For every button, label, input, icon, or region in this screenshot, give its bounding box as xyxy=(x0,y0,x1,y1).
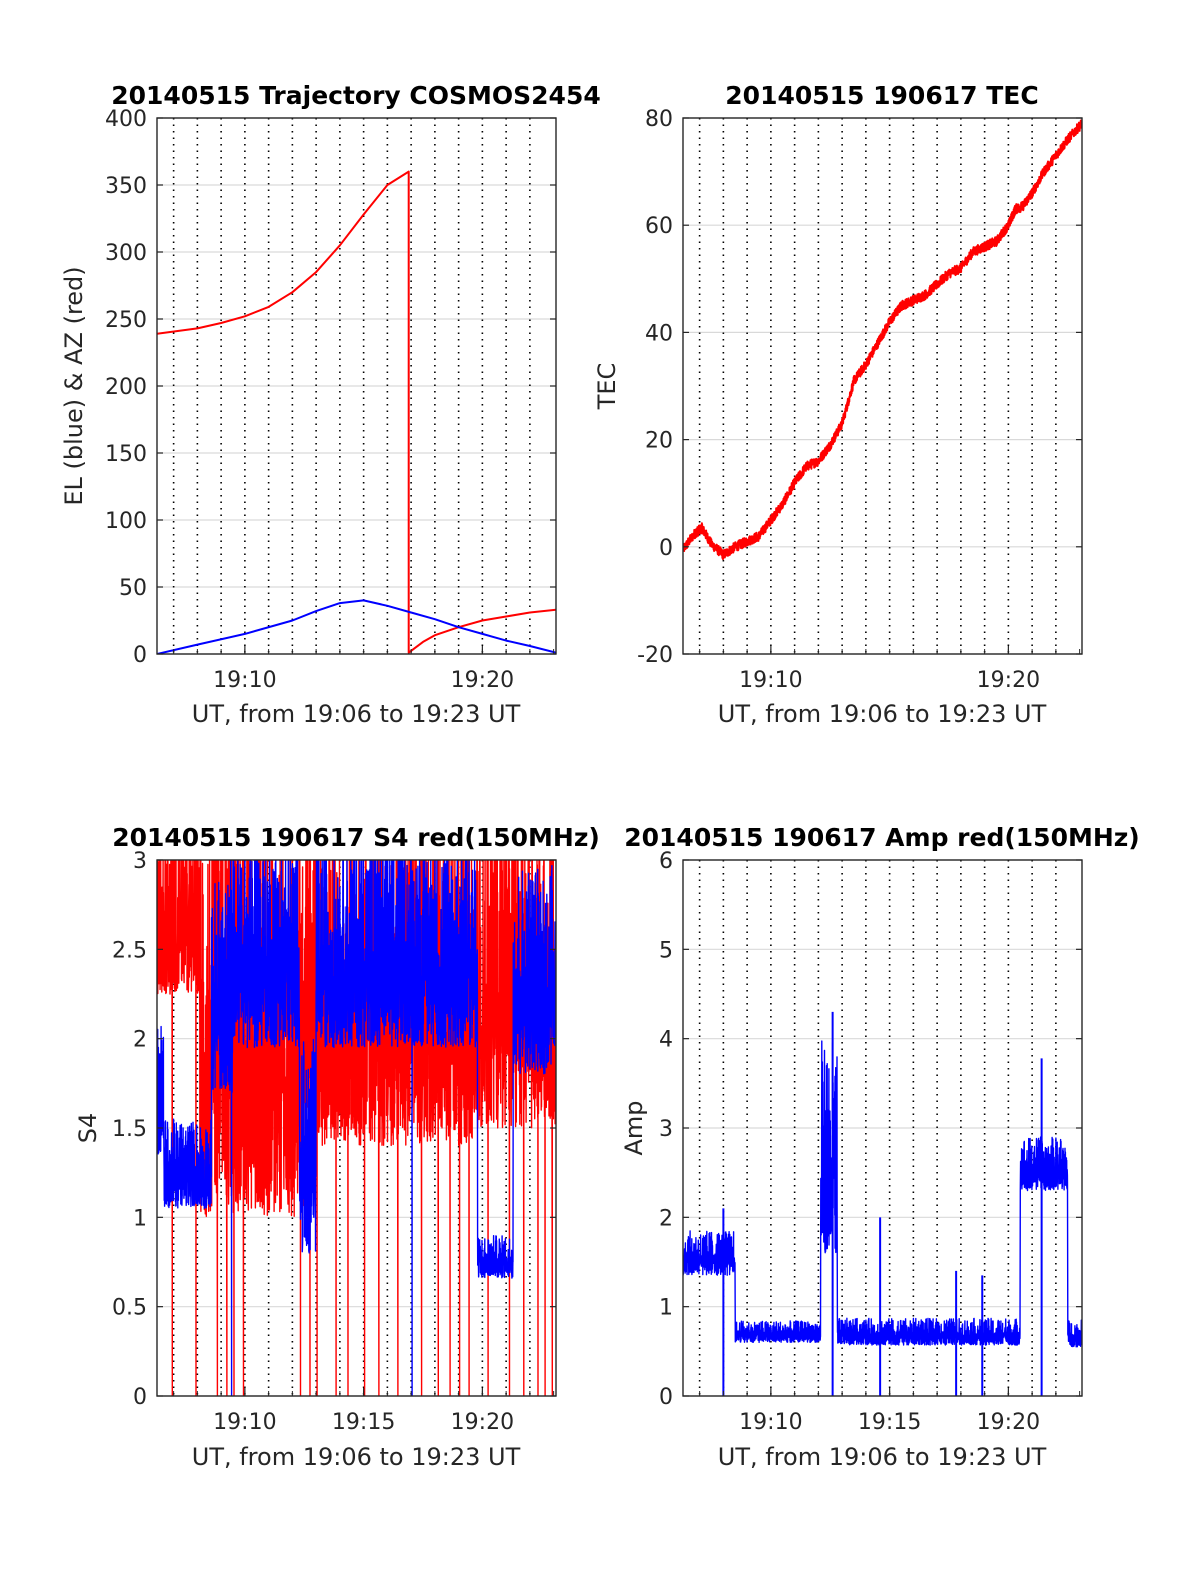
y-tick-label: -20 xyxy=(637,643,673,668)
y-tick-label: 50 xyxy=(119,576,147,601)
y-axis-label: EL (blue) & AZ (red) xyxy=(60,266,88,505)
y-tick-label: 2 xyxy=(133,1028,147,1053)
y-tick-label: 60 xyxy=(645,214,673,239)
x-tick-label: 19:20 xyxy=(977,668,1040,693)
x-axis-label: UT, from 19:06 to 19:23 UT xyxy=(192,1443,521,1471)
panel-tec: 20140515 190617 TEC UT, from 19:06 to 19… xyxy=(593,81,1083,728)
plot-area xyxy=(683,1011,1082,1396)
y-tick-label: 3 xyxy=(659,1117,673,1142)
chart-title: 20140515 Trajectory COSMOS2454 xyxy=(111,81,601,110)
panel-trajectory: 20140515 Trajectory COSMOS2454 UT, from … xyxy=(60,81,601,728)
y-tick-label: 200 xyxy=(105,375,147,400)
x-tick-label: 19:20 xyxy=(451,1410,514,1435)
x-tick-label: 19:10 xyxy=(213,1410,276,1435)
y-tick-label: 0 xyxy=(133,1385,147,1410)
panel-amp: UT, from 19:06 to 19:23 UT Amp 0 1 2 3 4 5 6 19… xyxy=(620,849,1083,1471)
x-tick-label: 19:10 xyxy=(213,668,276,693)
chart-title: 20140515 190617 Amp red(150MHz) xyxy=(624,823,1140,852)
y-axis-label: Amp xyxy=(620,1100,648,1155)
x-tick-label: 19:15 xyxy=(858,1410,921,1435)
y-tick-label: 80 xyxy=(645,107,673,132)
y-tick-label: 0.5 xyxy=(112,1296,147,1321)
y-tick-label: 350 xyxy=(105,174,147,199)
y-tick-label: 3 xyxy=(133,849,147,874)
plot-area xyxy=(157,170,556,654)
axes-frame xyxy=(682,117,1083,655)
y-tick-label: 300 xyxy=(105,241,147,266)
x-tick-label: 19:20 xyxy=(451,668,514,693)
series-line-blue xyxy=(683,1040,1082,1348)
y-tick-label: 5 xyxy=(659,938,673,963)
y-tick-label: 2 xyxy=(659,1206,673,1231)
x-axis-label: UT, from 19:06 to 19:23 UT xyxy=(192,700,521,728)
x-tick-label: 19:20 xyxy=(977,1410,1040,1435)
y-tick-label: 0 xyxy=(659,536,673,561)
y-tick-label: 1 xyxy=(659,1296,673,1321)
y-tick-label: 0 xyxy=(659,1385,673,1410)
y-tick-label: 4 xyxy=(659,1028,673,1053)
chart-title: 20140515 190617 S4 red(150MHz) xyxy=(112,823,600,852)
series-line-red xyxy=(683,119,1082,561)
y-tick-label: 40 xyxy=(645,321,673,346)
y-tick-label: 100 xyxy=(105,509,147,534)
y-tick-label: 400 xyxy=(105,107,147,132)
x-tick-label: 19:15 xyxy=(332,1410,395,1435)
y-tick-label: 1.5 xyxy=(112,1117,147,1142)
series-line-blue xyxy=(157,599,556,654)
panel-s4: UT, from 19:06 to 19:23 UT S4 0 0.5 1 1.5 2 2… xyxy=(74,849,557,1471)
y-tick-label: 6 xyxy=(659,849,673,874)
y-tick-label: 150 xyxy=(105,442,147,467)
x-tick-label: 19:10 xyxy=(739,668,802,693)
chart-title: 20140515 190617 TEC xyxy=(725,81,1038,110)
y-tick-label: 1 xyxy=(133,1206,147,1231)
series-line-red xyxy=(157,170,556,654)
x-axis-label: UT, from 19:06 to 19:23 UT xyxy=(718,700,1047,728)
plot-area xyxy=(683,119,1082,561)
y-tick-label: 20 xyxy=(645,429,673,454)
x-axis-label: UT, from 19:06 to 19:23 UT xyxy=(718,1443,1047,1471)
y-tick-label: 0 xyxy=(133,643,147,668)
y-tick-label: 250 xyxy=(105,308,147,333)
plot-area xyxy=(157,860,556,1396)
x-tick-label: 19:10 xyxy=(739,1410,802,1435)
y-tick-label: 2.5 xyxy=(112,938,147,963)
y-axis-label: TEC xyxy=(593,363,621,411)
y-axis-label: S4 xyxy=(74,1113,102,1144)
series-line-blue xyxy=(157,860,556,1396)
